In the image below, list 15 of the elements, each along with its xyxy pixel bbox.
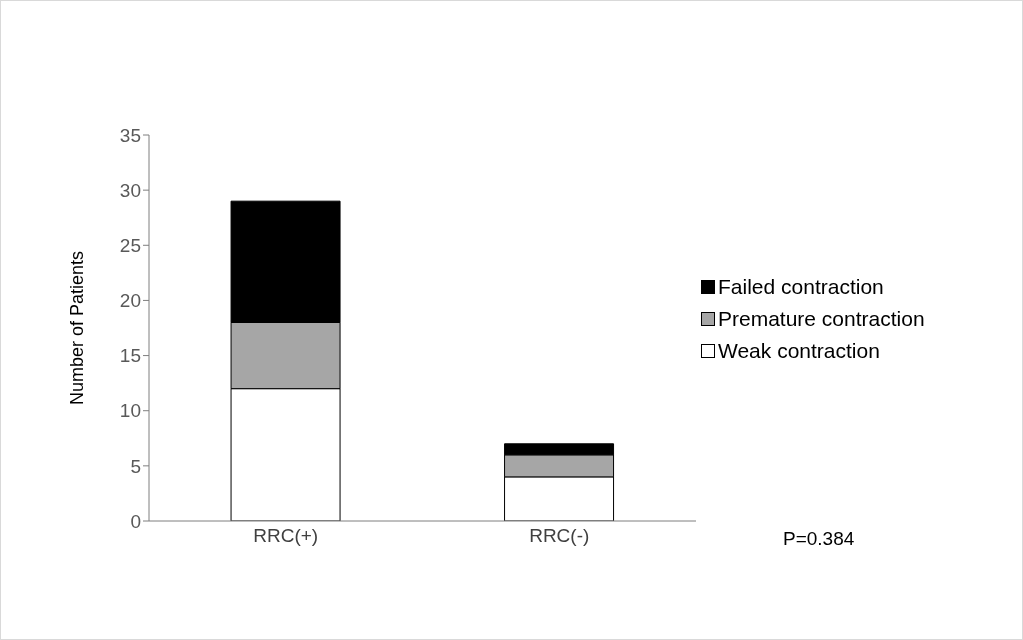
legend-label: Weak contraction: [718, 339, 880, 363]
y-tick-label: 30: [119, 179, 141, 201]
y-tick-label: 0: [130, 510, 141, 532]
y-tick-label: 35: [119, 124, 141, 146]
legend-label: Failed contraction: [718, 275, 884, 299]
y-tick-label: 20: [119, 290, 141, 312]
text: P=0.384: [783, 528, 855, 550]
y-tick-label: 15: [119, 345, 141, 367]
x-tick-label: RRC(-): [529, 525, 590, 547]
x-tick-label: RRC(+): [253, 525, 319, 547]
y-tick-label: 5: [130, 455, 141, 477]
legend-label: Premature contraction: [718, 307, 925, 331]
y-axis-title: Number of Patients: [67, 250, 88, 406]
y-tick-label: 25: [119, 235, 141, 257]
y-tick-label: 10: [119, 400, 141, 422]
